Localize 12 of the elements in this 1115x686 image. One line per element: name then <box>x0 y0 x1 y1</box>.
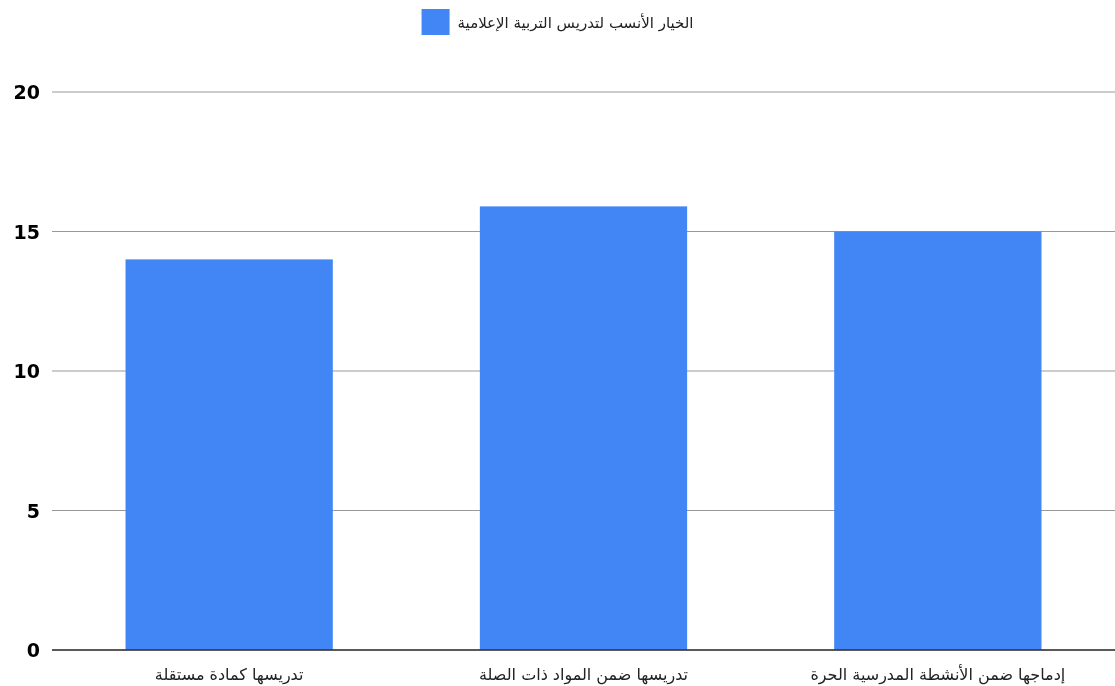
y-tick-label: 10 <box>13 360 40 382</box>
x-tick-label: تدريسها ضمن المواد ذات الصلة <box>478 665 689 685</box>
y-tick-label: 5 <box>26 499 40 522</box>
x-tick-label: تدريسها كمادة مستقلة <box>154 665 304 685</box>
bar <box>479 206 688 650</box>
x-tick-label: إدماجها ضمن الأنشطة المدرسية الحرة <box>810 664 1066 685</box>
bar <box>834 231 1042 650</box>
y-tick-label: 20 <box>13 81 40 103</box>
y-tick-label: 15 <box>13 220 40 243</box>
legend-label: الخيار الأنسب لتدريس التربية الإعلامية <box>457 13 694 32</box>
bar <box>125 259 333 650</box>
y-tick-label: 0 <box>26 639 40 661</box>
